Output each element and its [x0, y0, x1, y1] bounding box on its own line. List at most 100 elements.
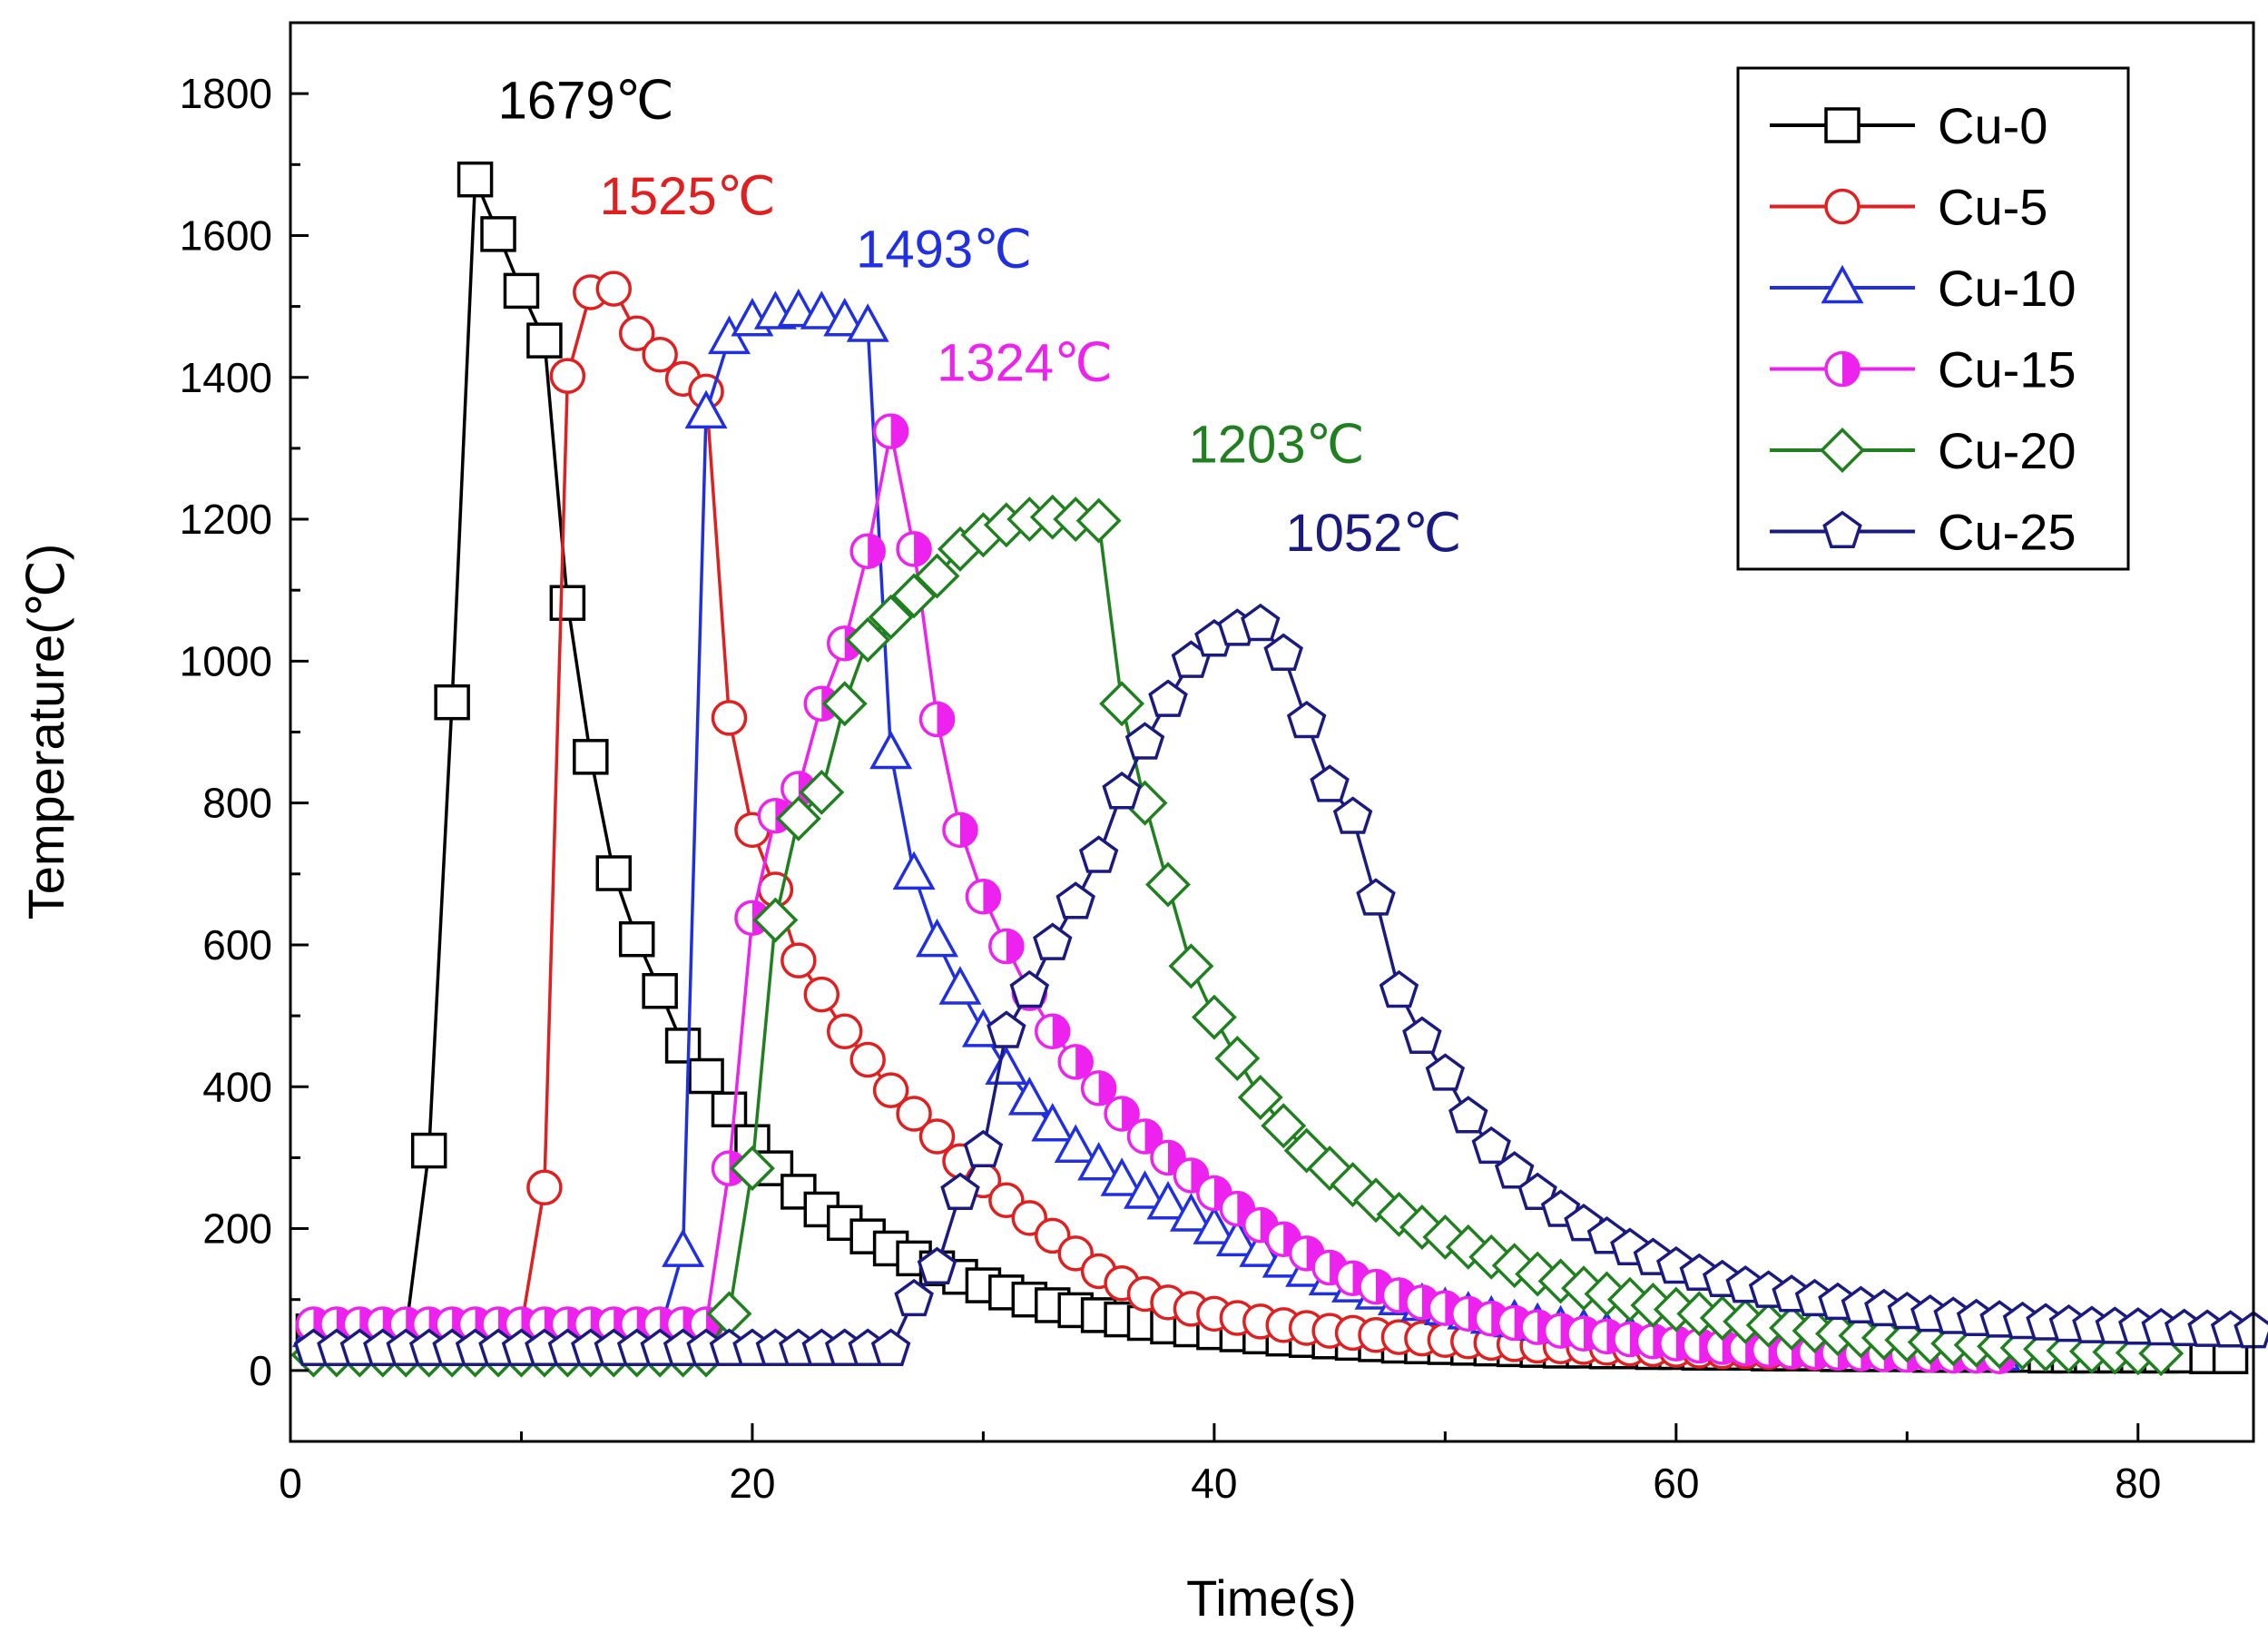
legend-item-Cu-25[interactable]: Cu-25 [1770, 504, 2077, 561]
data-point [549, 585, 586, 622]
data-point [503, 272, 540, 310]
data-point [918, 1118, 956, 1155]
legend-item-Cu-10[interactable]: Cu-10 [1770, 260, 2077, 317]
data-point [410, 1132, 447, 1169]
legend-box [1736, 66, 2130, 571]
peak-annotation: 1525℃ [600, 167, 776, 226]
data-point [1007, 1077, 1051, 1116]
legend-item-Cu-5[interactable]: Cu-5 [1770, 179, 2047, 236]
data-point [664, 1028, 702, 1064]
data-point [618, 920, 655, 958]
data-point [1310, 764, 1350, 802]
legend-marker [1822, 510, 1862, 548]
data-point [800, 290, 843, 329]
data-point [1191, 994, 1237, 1040]
data-point [988, 928, 1025, 965]
data-point [823, 298, 867, 337]
data-point [1100, 1157, 1144, 1196]
data-point [1494, 1151, 1535, 1189]
data-point [1080, 1070, 1117, 1106]
legend-item-Cu-15[interactable]: Cu-15 [1770, 341, 2077, 398]
data-point [1035, 1013, 1071, 1050]
y-tick-label: 200 [202, 1205, 272, 1253]
data-point [1102, 772, 1142, 810]
data-point [781, 942, 817, 978]
y-tick-label: 1600 [180, 211, 272, 259]
data-point [938, 966, 982, 1005]
legend-marker [1824, 350, 1861, 388]
half-circle-marker-fill [959, 813, 977, 847]
data-point [917, 1246, 957, 1285]
data-point [872, 1072, 909, 1108]
data-point [1261, 1103, 1307, 1149]
data-point [868, 594, 914, 640]
data-point [1057, 1044, 1094, 1080]
data-point [1009, 969, 1050, 1008]
data-point [896, 531, 932, 567]
legend-item-Cu-20[interactable]: Cu-20 [1770, 422, 2077, 479]
data-point [894, 1278, 934, 1317]
data-point [662, 1228, 705, 1267]
data-point [618, 315, 655, 352]
data-point [1148, 679, 1188, 717]
y-tick-label: 800 [202, 780, 272, 827]
data-point [1214, 1036, 1261, 1081]
data-point [526, 322, 563, 359]
half-circle-marker-fill [1006, 929, 1023, 963]
data-point [1146, 1180, 1190, 1220]
data-point [642, 336, 678, 373]
legend-label: Cu-25 [1938, 504, 2077, 561]
data-point [1425, 1053, 1466, 1091]
data-point [1033, 922, 1073, 960]
data-point [940, 1172, 980, 1210]
legend-label: Cu-10 [1938, 260, 2077, 317]
data-point [1241, 603, 1281, 642]
data-point [942, 811, 978, 849]
data-point [1168, 943, 1214, 989]
data-point [1126, 1118, 1163, 1155]
data-point [573, 739, 609, 775]
data-point [711, 700, 748, 736]
data-point [803, 976, 840, 1013]
peak-annotations: 1679℃ 1525℃ 1493℃ 1324℃ 1203℃ 1052℃ [498, 72, 1462, 564]
x-tick-label: 0 [279, 1460, 302, 1507]
data-point [1104, 1096, 1140, 1132]
half-circle-marker-fill [1098, 1071, 1115, 1105]
y-tick-label: 1000 [180, 637, 272, 684]
data-point [1124, 722, 1165, 760]
data-point [1332, 796, 1373, 834]
data-point [821, 681, 868, 727]
series-Cu-15 [295, 413, 2018, 1374]
data-point [752, 897, 799, 943]
data-point [1193, 1205, 1236, 1244]
data-point [1169, 1193, 1213, 1232]
peak-annotation: 1324℃ [937, 334, 1113, 393]
plot-marks [290, 161, 2268, 1378]
half-circle-marker-fill [1075, 1045, 1093, 1078]
data-point [826, 1013, 863, 1050]
data-point [1263, 633, 1303, 672]
legend-item-Cu-0[interactable]: Cu-0 [1770, 97, 2047, 154]
legend[interactable]: Cu-0 Cu-5 Cu-10 Cu-15 Cu-20 Cu-25 [1736, 66, 2130, 571]
data-point [642, 972, 678, 1009]
data-point [1078, 835, 1119, 873]
data-point [892, 851, 936, 890]
half-circle-marker-fill [914, 532, 931, 565]
data-point [869, 730, 913, 770]
peak-annotation: 1203℃ [1189, 416, 1365, 475]
data-point [870, 1328, 911, 1366]
data-point [918, 701, 956, 738]
legend-marker [1824, 107, 1861, 143]
axes: 0 20 40 60 800200400600800100012001400160018… [180, 21, 2161, 1507]
data-point [849, 533, 886, 569]
series-Cu-25 [293, 603, 2268, 1366]
data-point [549, 358, 586, 394]
data-point [916, 918, 959, 958]
legend-marker [1824, 188, 1861, 225]
half-circle-marker-fill [983, 880, 1000, 913]
y-tick-label: 0 [249, 1347, 272, 1394]
y-axis-title: Temperature(℃) [17, 544, 74, 920]
data-point [775, 795, 821, 841]
